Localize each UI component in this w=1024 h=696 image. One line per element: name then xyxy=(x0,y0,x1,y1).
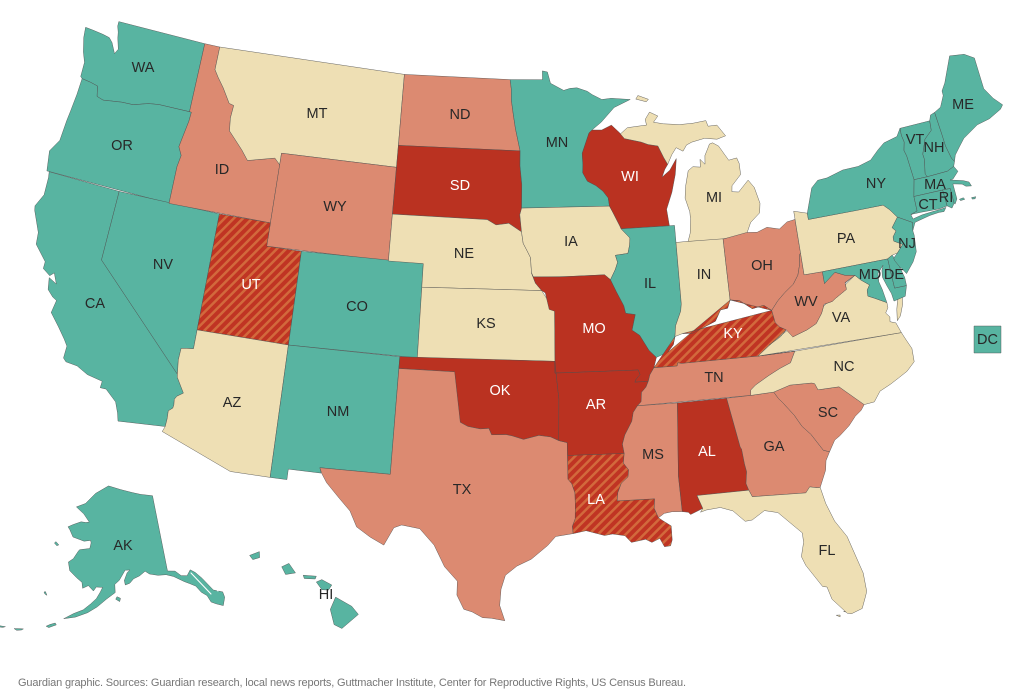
svg-text:TX: TX xyxy=(453,482,472,498)
svg-text:WY: WY xyxy=(323,199,347,215)
svg-text:WI: WI xyxy=(621,169,639,185)
svg-text:ME: ME xyxy=(952,97,974,113)
svg-text:WV: WV xyxy=(794,294,818,310)
svg-text:GA: GA xyxy=(764,439,785,455)
svg-text:PA: PA xyxy=(837,231,856,247)
svg-text:CO: CO xyxy=(346,299,368,315)
svg-text:SC: SC xyxy=(818,405,838,421)
svg-text:NE: NE xyxy=(454,246,474,262)
svg-text:DE: DE xyxy=(884,267,904,283)
svg-text:KY: KY xyxy=(723,326,743,342)
svg-text:AZ: AZ xyxy=(223,395,242,411)
svg-text:OR: OR xyxy=(111,138,133,154)
svg-text:OK: OK xyxy=(490,383,511,399)
svg-text:MA: MA xyxy=(924,177,946,193)
svg-text:NV: NV xyxy=(153,257,173,273)
svg-text:RI: RI xyxy=(939,190,954,206)
svg-text:IA: IA xyxy=(564,234,578,250)
svg-text:MS: MS xyxy=(642,447,664,463)
svg-text:ID: ID xyxy=(215,162,230,178)
svg-text:OH: OH xyxy=(751,258,773,274)
svg-text:NH: NH xyxy=(924,140,945,156)
svg-text:NM: NM xyxy=(327,404,350,420)
svg-text:IN: IN xyxy=(697,267,712,283)
svg-text:MT: MT xyxy=(307,106,328,122)
svg-text:AR: AR xyxy=(586,397,606,413)
svg-text:ND: ND xyxy=(450,107,471,123)
svg-text:CA: CA xyxy=(85,296,105,312)
svg-text:HI: HI xyxy=(319,587,334,603)
svg-text:SD: SD xyxy=(450,178,470,194)
svg-text:VA: VA xyxy=(832,310,851,326)
svg-text:WA: WA xyxy=(132,60,155,76)
svg-text:VT: VT xyxy=(906,132,925,148)
svg-text:MN: MN xyxy=(546,135,569,151)
svg-text:CT: CT xyxy=(918,197,937,213)
svg-text:AL: AL xyxy=(698,444,716,460)
svg-text:MO: MO xyxy=(582,321,605,337)
svg-text:UT: UT xyxy=(241,277,260,293)
svg-text:AK: AK xyxy=(113,538,133,554)
svg-text:FL: FL xyxy=(819,543,836,559)
svg-text:KS: KS xyxy=(476,316,495,332)
svg-text:LA: LA xyxy=(587,492,605,508)
svg-text:NJ: NJ xyxy=(898,236,916,252)
svg-text:MI: MI xyxy=(706,190,722,206)
svg-text:IL: IL xyxy=(644,276,656,292)
svg-text:TN: TN xyxy=(704,370,723,386)
svg-text:MD: MD xyxy=(859,267,882,283)
svg-text:DC: DC xyxy=(977,332,998,348)
svg-text:NC: NC xyxy=(834,359,855,375)
svg-text:NY: NY xyxy=(866,176,886,192)
